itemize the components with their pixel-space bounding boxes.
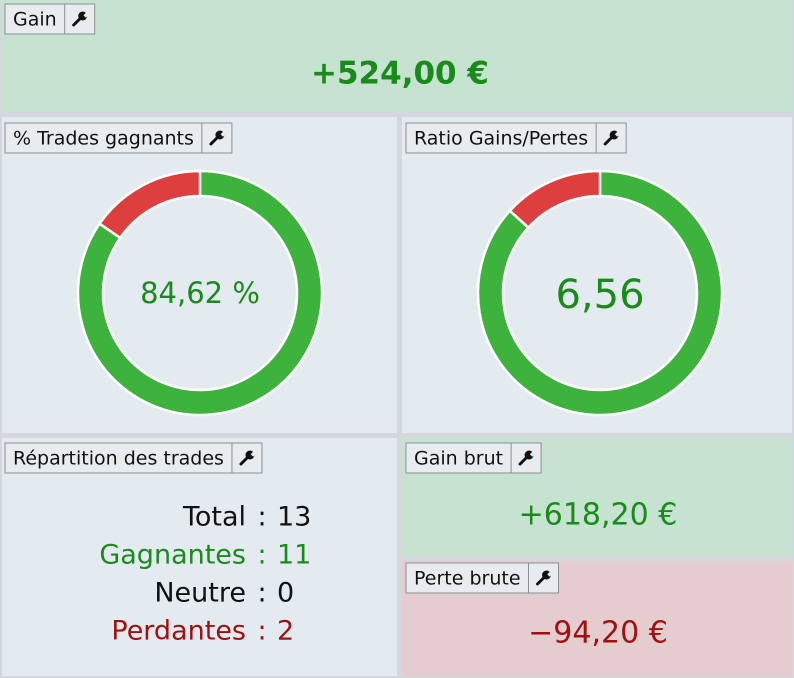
panel-breakdown bbox=[2, 438, 397, 676]
donut-loss bbox=[508, 169, 602, 230]
panel-tab: % Trades gagnants bbox=[4, 122, 233, 154]
panel-tab: Ratio Gains/Pertes bbox=[405, 122, 627, 154]
row-label: Neutre bbox=[154, 578, 246, 609]
tab-box bbox=[405, 562, 560, 594]
wrench-notch bbox=[614, 130, 621, 137]
wrench-notch bbox=[529, 450, 536, 457]
wrench-notch bbox=[220, 130, 227, 137]
panel-win-rate bbox=[2, 117, 397, 433]
tab-title: % Trades gagnants bbox=[13, 128, 194, 150]
row-label: Gagnantes bbox=[99, 540, 246, 571]
tab-box bbox=[4, 442, 263, 474]
value-label: −94,20 € bbox=[528, 616, 668, 651]
panel-tab: Perte brute bbox=[405, 562, 560, 594]
settings-button[interactable] bbox=[603, 130, 621, 146]
tab-box bbox=[405, 122, 627, 154]
value-label: +524,00 € bbox=[311, 56, 489, 92]
wrench-notch bbox=[250, 450, 257, 457]
tab-box bbox=[405, 442, 542, 474]
panel-tab: Gain bbox=[4, 3, 96, 35]
row-value: 2 bbox=[277, 616, 294, 647]
row-label: Total bbox=[182, 502, 246, 533]
settings-button[interactable] bbox=[209, 130, 227, 146]
wrench-notch bbox=[547, 570, 554, 577]
settings-button[interactable] bbox=[72, 11, 90, 27]
row-separator: : bbox=[257, 540, 266, 571]
row-separator: : bbox=[257, 616, 266, 647]
settings-button[interactable] bbox=[239, 450, 257, 466]
row-label: Perdantes bbox=[111, 616, 246, 647]
row-separator: : bbox=[257, 578, 266, 609]
panel-tab: Répartition des trades bbox=[4, 442, 263, 474]
panel-ratio bbox=[402, 117, 792, 433]
donut-loss bbox=[97, 169, 202, 240]
value-label: 84,62 % bbox=[140, 276, 260, 310]
row-value: 0 bbox=[277, 578, 294, 609]
donut-win bbox=[76, 169, 324, 417]
tab-title: Ratio Gains/Pertes bbox=[414, 128, 588, 150]
tab-box bbox=[4, 122, 233, 154]
wrench-notch bbox=[83, 11, 90, 18]
tab-title: Perte brute bbox=[414, 568, 521, 590]
donut-win bbox=[476, 169, 724, 417]
value-label: +618,20 € bbox=[519, 498, 678, 533]
tab-title: Gain bbox=[13, 9, 57, 31]
panel-tab: Gain brut bbox=[405, 442, 542, 474]
settings-button[interactable] bbox=[536, 570, 554, 586]
tab-title: Répartition des trades bbox=[13, 448, 224, 470]
row-value: 13 bbox=[277, 502, 311, 533]
row-separator: : bbox=[257, 502, 266, 533]
settings-button[interactable] bbox=[518, 450, 536, 466]
row-value: 11 bbox=[277, 540, 311, 571]
panel-gain bbox=[2, 0, 792, 112]
tab-title: Gain brut bbox=[414, 448, 503, 470]
value-label: 6,56 bbox=[555, 272, 644, 318]
